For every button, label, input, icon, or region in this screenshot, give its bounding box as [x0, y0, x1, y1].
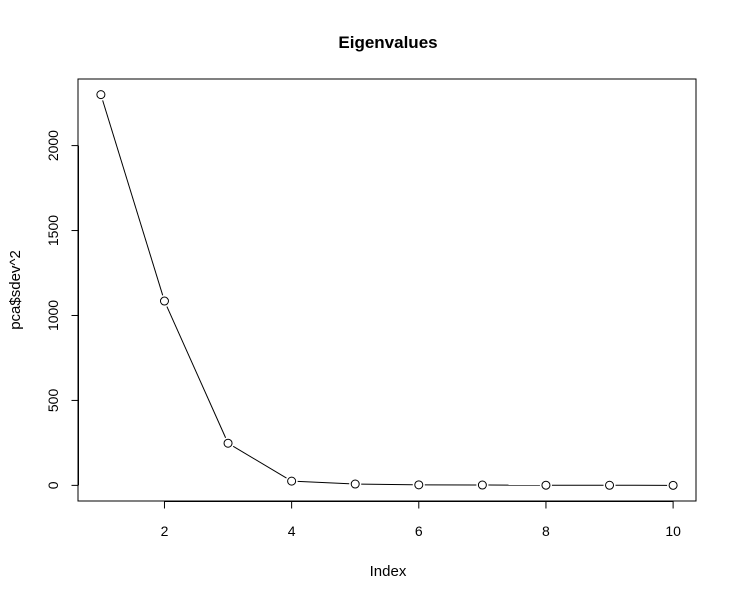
x-tick-label: 10: [665, 523, 681, 539]
y-axis-label: pca$sdev^2: [7, 250, 24, 330]
x-tick-label: 4: [288, 523, 296, 539]
data-point: [605, 480, 615, 490]
data-point: [414, 480, 424, 490]
y-tick-label: 2000: [45, 130, 61, 161]
plot-frame: [77, 78, 697, 502]
data-point: [159, 296, 169, 306]
y-tick-label: 0: [45, 481, 61, 489]
line-segment: [102, 100, 164, 296]
chart-title: Eigenvalues: [338, 33, 437, 52]
x-axis: 2 4 6 8 10: [161, 501, 681, 539]
x-axis-label: Index: [370, 563, 407, 580]
data-point: [287, 476, 297, 486]
x-tick-label: 6: [415, 523, 423, 539]
data-points: [96, 90, 678, 490]
y-axis: 0 500 1000 1500 2000: [45, 130, 79, 489]
data-point: [350, 479, 360, 489]
data-point: [541, 480, 551, 490]
x-tick-label: 8: [542, 523, 550, 539]
y-tick-label: 500: [45, 389, 61, 413]
line-segment: [232, 445, 287, 479]
data-point: [477, 480, 487, 490]
y-tick-label: 1000: [45, 300, 61, 331]
line-segment: [166, 306, 227, 438]
data-point: [223, 438, 233, 448]
line-segment: [297, 480, 350, 485]
data-point: [96, 90, 106, 100]
line-segment: [361, 483, 413, 486]
series-line: [102, 100, 668, 486]
x-tick-label: 2: [161, 523, 169, 539]
data-point: [668, 480, 678, 490]
y-tick-label: 1500: [45, 215, 61, 246]
